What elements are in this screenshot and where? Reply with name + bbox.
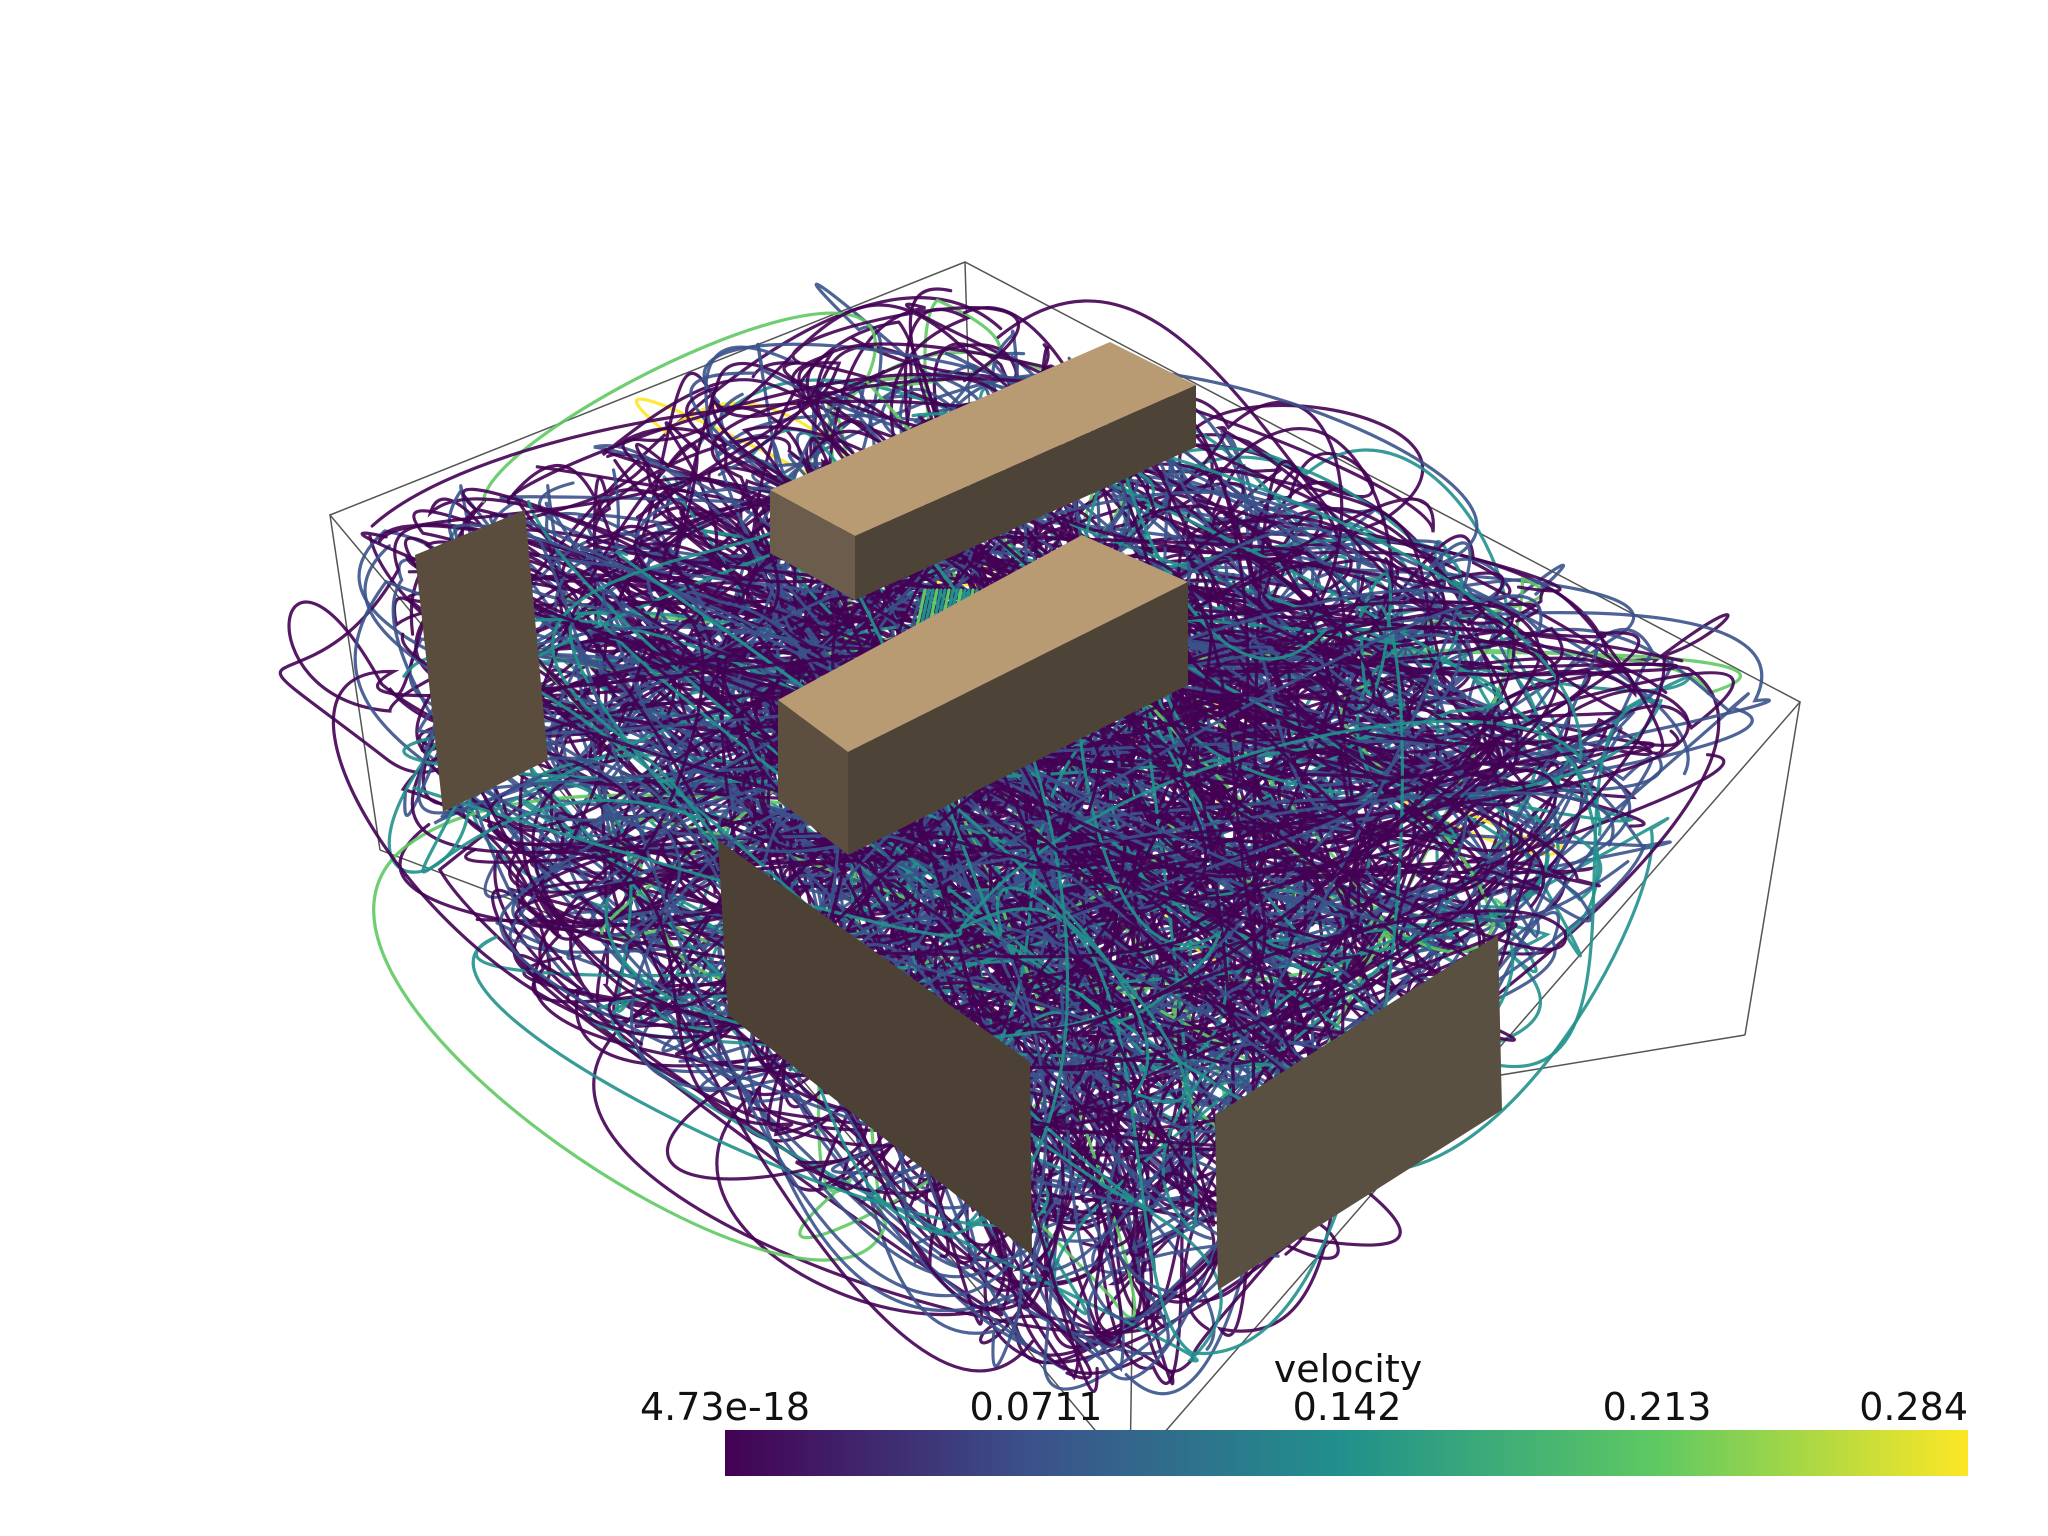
scalar-bar-tick-4: 0.284 — [1859, 1385, 1968, 1429]
streamline — [370, 399, 1684, 1070]
streamline — [975, 554, 1495, 1128]
streamline — [586, 306, 1641, 1311]
streamline — [502, 460, 1177, 1320]
streamline — [597, 600, 1616, 896]
streamline — [507, 514, 1457, 1338]
scalar-bar-tick-3: 0.213 — [1603, 1385, 1712, 1429]
obstacle-plate-left — [415, 510, 548, 812]
scalar-bar-tick-2: 0.142 — [1293, 1385, 1402, 1429]
scalar-bar-tick-0: 4.73e-18 — [640, 1385, 810, 1429]
streamline — [825, 302, 1622, 1288]
streamline — [360, 361, 1209, 904]
streamline — [412, 412, 1583, 938]
scalar-bar-title: velocity — [1274, 1347, 1423, 1391]
streamline — [506, 372, 1541, 754]
obstacle-plate-right — [1215, 935, 1502, 1290]
streamline — [1060, 693, 1440, 962]
obstacle-box-top — [770, 342, 1196, 600]
scalar-bar-gradient — [725, 1430, 1968, 1476]
obstacle-box-middle — [778, 535, 1188, 855]
streamline — [331, 600, 1560, 1040]
streamline — [607, 427, 1394, 1064]
streamline — [939, 572, 1404, 1355]
streamline — [447, 490, 1485, 1240]
scalar-bar: velocity 4.73e-18 0.0711 0.142 0.213 0.2… — [640, 1347, 1968, 1476]
scalar-bar-tick-1: 0.0711 — [970, 1385, 1103, 1429]
obstacle-plate-front — [718, 840, 1032, 1255]
